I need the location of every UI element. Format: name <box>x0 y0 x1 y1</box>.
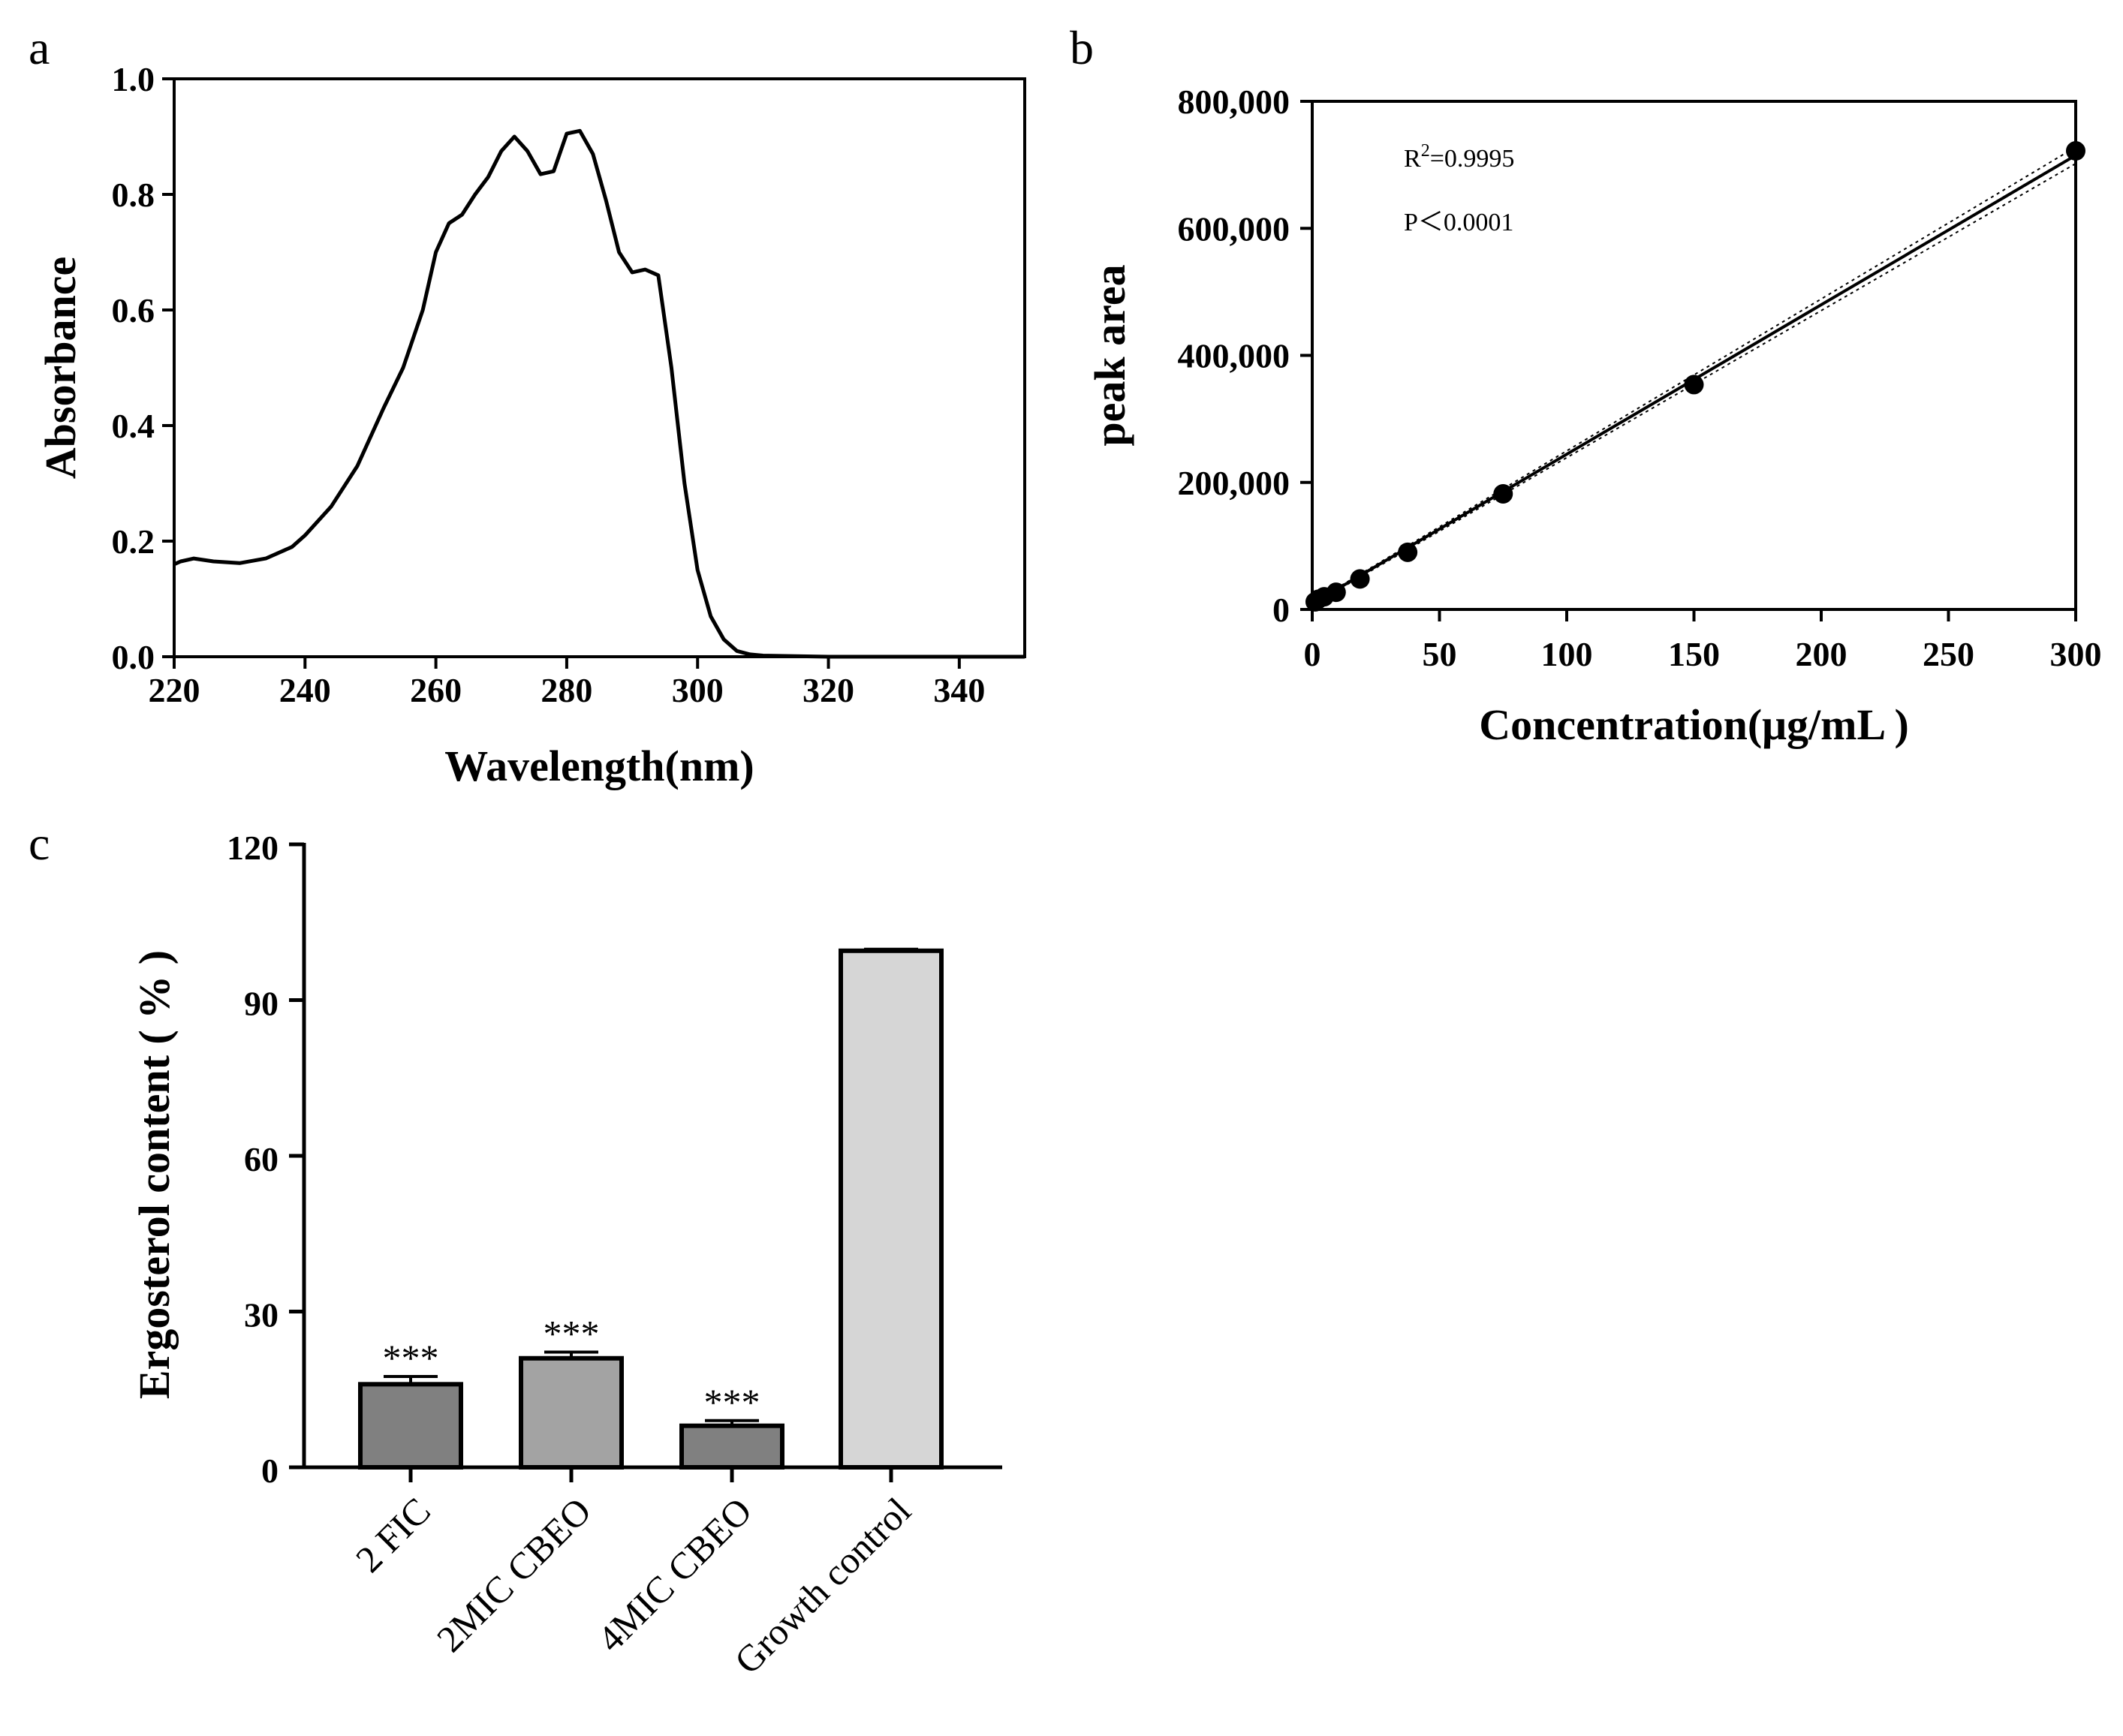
data-point <box>1350 569 1370 589</box>
category-label: 2 FIC <box>348 1489 438 1580</box>
y-tick-label: 0.0 <box>112 638 155 676</box>
panel-label-a: a <box>29 21 50 74</box>
panel-label-b: b <box>1070 21 1094 74</box>
data-point <box>1398 542 1418 562</box>
y-tick-label: 0.2 <box>112 522 155 561</box>
x-tick-label: 260 <box>410 671 462 709</box>
chart-b: 0 50 100 150 200 250 300 0 200,000 400,000 600,00… <box>1086 83 2102 749</box>
x-tick-label: 250 <box>1923 635 1974 673</box>
y-tick-label: 600,000 <box>1178 209 1290 248</box>
x-tick-label: 50 <box>1423 635 1457 673</box>
p-value-annotation: P＜0.0001 <box>1404 209 1513 236</box>
bar <box>839 948 944 1470</box>
y-tick-label: 0 <box>261 1452 279 1490</box>
x-tick-label: 280 <box>541 671 592 709</box>
y-tick-label: 0.6 <box>112 291 155 329</box>
chart-a: 220 240 260 280 300 320 340 0.0 0.2 0.4 0.6 0.8 1.0… <box>36 60 1026 790</box>
x-tick-label: 0 <box>1304 635 1321 673</box>
x-tick-label: 240 <box>279 671 331 709</box>
y-tick-label: 30 <box>244 1296 279 1334</box>
chart-b-frame <box>1311 100 2077 611</box>
significance-label: *** <box>704 1381 760 1423</box>
chart-b-x-axis-title: Concentration(μg/mL ) <box>1479 700 1909 749</box>
significance-label: *** <box>383 1337 439 1379</box>
data-point <box>1326 582 1346 603</box>
y-tick-label: 90 <box>244 985 279 1023</box>
x-tick-label: 150 <box>1668 635 1720 673</box>
absorbance-line <box>173 128 1025 659</box>
bar <box>519 1355 624 1470</box>
x-tick-label: 200 <box>1796 635 1847 673</box>
x-tick-label: 300 <box>672 671 724 709</box>
chart-a-x-axis-title: Wavelength(nm) <box>444 742 754 790</box>
y-tick-label: 0.4 <box>112 407 155 445</box>
category-label: 2MIC CBEO <box>429 1489 599 1659</box>
chart-b-y-axis-title: peak area <box>1086 264 1134 446</box>
y-tick-label: 60 <box>244 1140 279 1178</box>
y-tick-label: 120 <box>227 829 279 867</box>
r-squared-annotation: R2=0.9995 <box>1404 141 1514 173</box>
chart-c-y-axis-title: Ergosterol content ( % ) <box>130 950 179 1399</box>
bar <box>358 1382 463 1470</box>
y-tick-label: 200,000 <box>1178 464 1290 502</box>
y-tick-label: 400,000 <box>1178 337 1290 375</box>
y-tick-label: 0 <box>1272 591 1290 629</box>
y-tick-label: 1.0 <box>112 60 155 98</box>
data-point <box>1493 483 1513 504</box>
data-point <box>1684 375 1704 395</box>
x-tick-label: 220 <box>149 671 200 709</box>
y-tick-label: 800,000 <box>1178 83 1290 121</box>
bar <box>679 1423 784 1470</box>
x-tick-label: 100 <box>1541 635 1593 673</box>
category-label: 4MIC CBEO <box>589 1489 760 1659</box>
chart-a-y-axis-title: Absorbance <box>36 257 85 479</box>
significance-label: *** <box>544 1312 600 1354</box>
y-tick-label: 0.8 <box>112 176 155 214</box>
x-tick-label: 340 <box>933 671 985 709</box>
x-tick-label: 320 <box>803 671 854 709</box>
chart-a-frame <box>173 77 1026 658</box>
panel-label-c: c <box>29 817 50 870</box>
x-tick-label: 300 <box>2050 635 2102 673</box>
